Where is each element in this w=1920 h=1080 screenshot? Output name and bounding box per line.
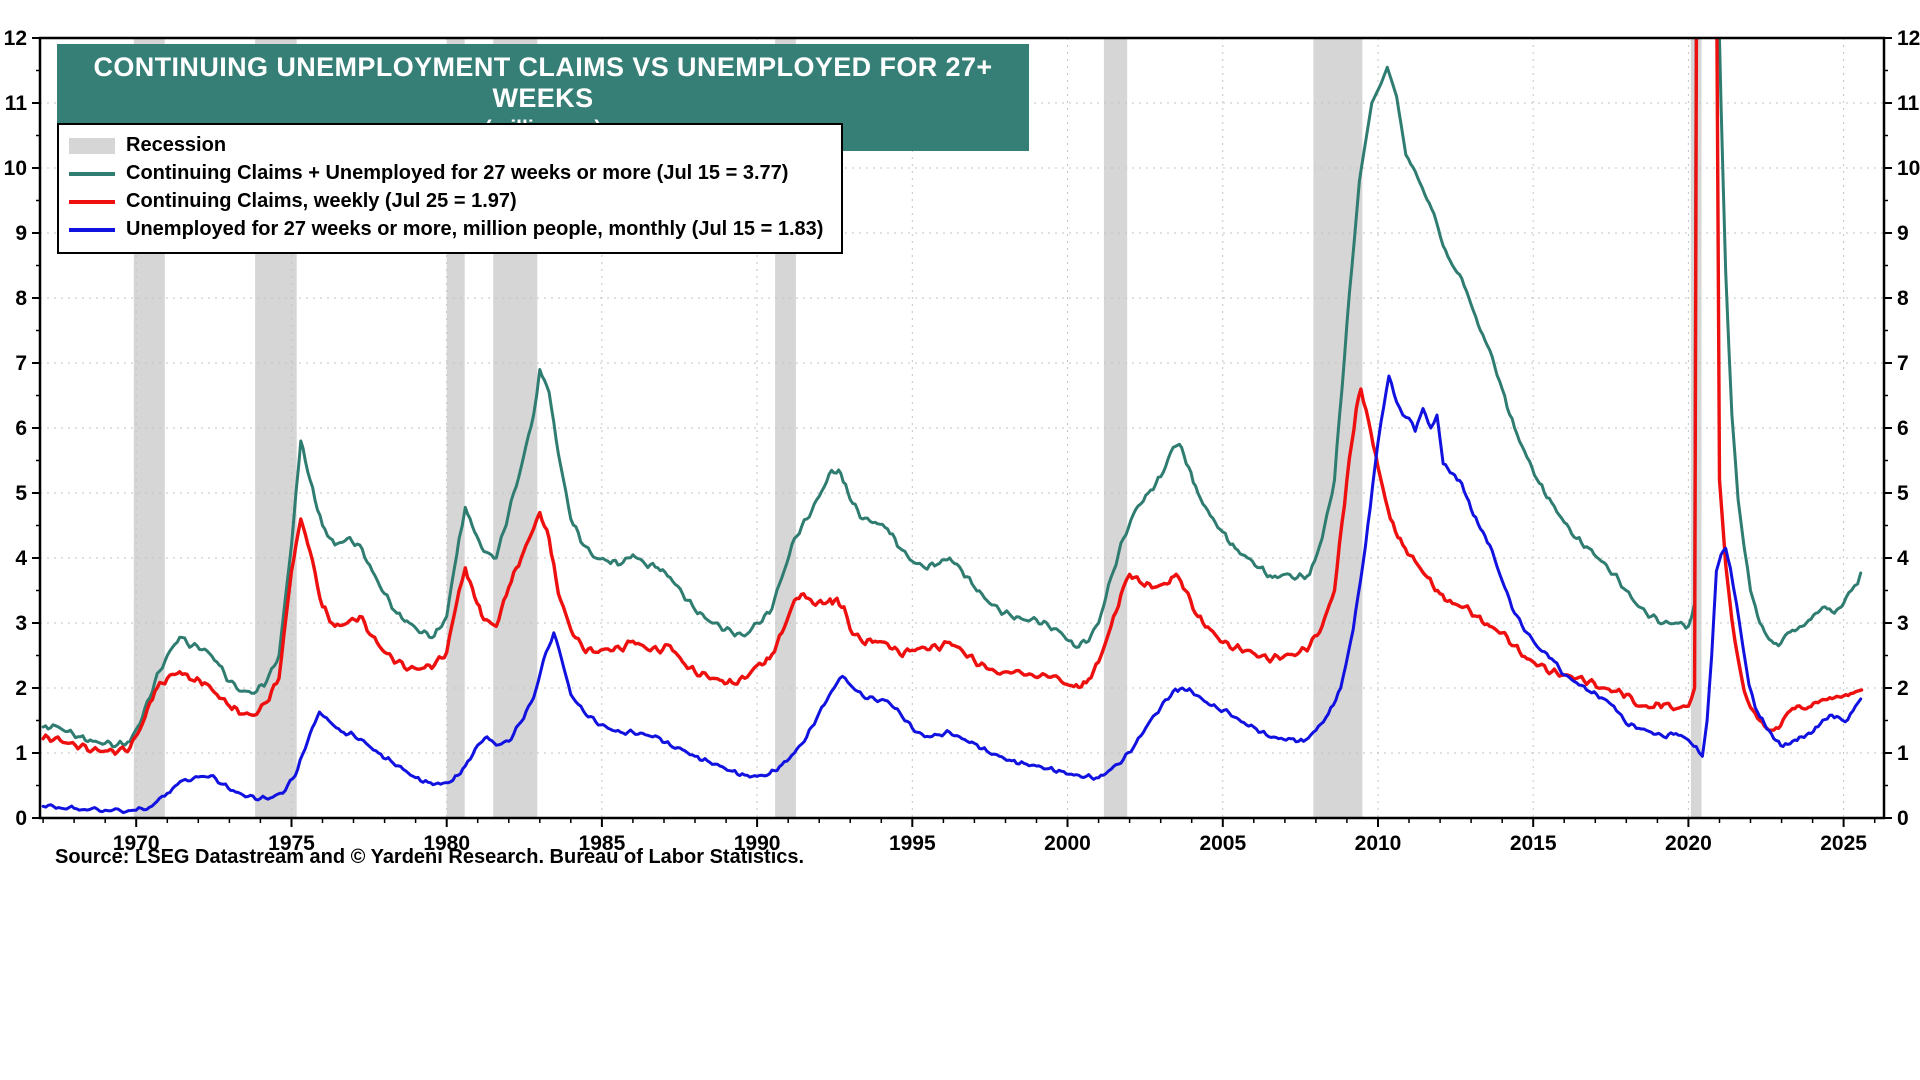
green-line-swatch [69, 171, 115, 176]
source-note: Source: LSEG Datastream and © Yardeni Re… [55, 846, 805, 868]
y-axis-label-right: 10 [1897, 157, 1920, 180]
y-axis-label-right: 7 [1897, 352, 1909, 375]
legend-item-long-term-unemployed: Unemployed for 27 weeks or more, million… [69, 217, 823, 242]
x-axis-label: 2000 [1044, 832, 1091, 855]
chart-title: CONTINUING UNEMPLOYMENT CLAIMS VS UNEMPL… [93, 52, 993, 113]
recession-band [1103, 38, 1128, 818]
y-axis-label-left: 12 [4, 27, 27, 50]
recession-band-swatch [69, 137, 115, 154]
series-line-2 [41, 374, 1863, 815]
y-axis-label-left: 11 [5, 92, 28, 115]
x-axis-label: 1985 [579, 832, 626, 855]
y-axis-label-left: 9 [15, 222, 27, 245]
legend-item-continuing-claims: Continuing Claims, weekly (Jul 25 = 1.97… [69, 189, 823, 214]
legend-box: Recession Continuing Claims + Unemployed… [57, 123, 844, 254]
x-axis-label: 1980 [423, 832, 470, 855]
x-axis-label: 2015 [1510, 832, 1557, 855]
y-axis-label-left: 1 [15, 742, 27, 765]
y-axis-label-left: 6 [15, 417, 27, 440]
y-axis-label-right: 3 [1897, 612, 1909, 635]
y-axis-label-left: 4 [15, 547, 27, 570]
axis-ticks [32, 37, 1892, 827]
x-axis-label: 1995 [889, 832, 936, 855]
y-axis-label-right: 9 [1897, 222, 1909, 245]
y-axis-label-left: 2 [15, 677, 27, 700]
blue-line-swatch [69, 227, 115, 232]
y-axis-label-right: 2 [1897, 677, 1909, 700]
x-axis-label: 2010 [1355, 832, 1402, 855]
y-axis-label-left: 5 [15, 482, 27, 505]
x-axis-label: 1975 [268, 832, 315, 855]
legend-label-total: Continuing Claims + Unemployed for 27 we… [126, 162, 789, 184]
y-axis-label-left: 10 [4, 157, 27, 180]
series-lines [41, 38, 1864, 815]
x-axis-label: 1970 [113, 832, 160, 855]
x-axis-label: 2005 [1199, 832, 1246, 855]
series-line-1 [41, 38, 1864, 756]
y-axis-label-left: 3 [15, 612, 27, 635]
red-line-swatch [69, 199, 115, 204]
y-axis-label-right: 6 [1897, 417, 1909, 440]
y-axis-label-right: 8 [1897, 287, 1909, 310]
y-axis-label-left: 0 [15, 807, 27, 830]
series-line-0 [41, 38, 1863, 749]
y-axis-label-right: 11 [1897, 92, 1920, 115]
legend-item-recession: Recession [69, 133, 823, 158]
y-axis-label-right: 5 [1897, 482, 1909, 505]
y-axis-label-left: 8 [15, 287, 27, 310]
y-axis-label-right: 4 [1897, 547, 1909, 570]
y-axis-label-right: 0 [1897, 807, 1909, 830]
x-axis-label: 1990 [734, 832, 781, 855]
legend-label-continuing-claims: Continuing Claims, weekly (Jul 25 = 1.97… [126, 190, 517, 212]
x-axis-label: 2025 [1820, 832, 1867, 855]
legend-label-long-term-unemployed: Unemployed for 27 weeks or more, million… [126, 218, 824, 240]
y-axis-label-left: 7 [15, 352, 27, 375]
x-axis-label: 2020 [1665, 832, 1712, 855]
legend-label-recession: Recession [126, 134, 227, 156]
y-axis-label-right: 1 [1897, 742, 1909, 765]
legend-item-total: Continuing Claims + Unemployed for 27 we… [69, 161, 823, 186]
y-axis-label-right: 12 [1897, 27, 1920, 50]
